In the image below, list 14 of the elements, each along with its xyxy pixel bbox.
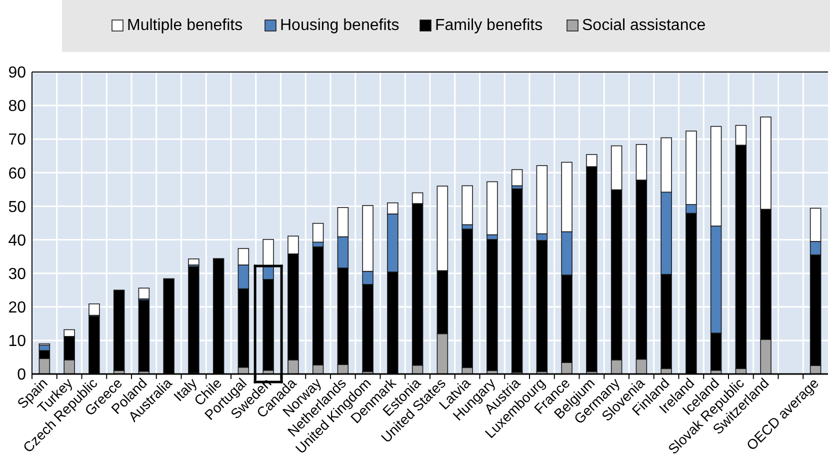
- y-tick-label: 40: [8, 232, 26, 250]
- y-tick-label: 0: [17, 366, 26, 384]
- y-tick-label: 50: [8, 198, 26, 216]
- legend-label: Housing benefits: [280, 17, 400, 34]
- y-tick-label: 60: [8, 165, 26, 182]
- y-tick-label: 20: [8, 299, 26, 316]
- y-tick-label: 30: [8, 266, 26, 283]
- y-tick-label: 90: [8, 64, 26, 82]
- y-tick-label: 10: [8, 333, 26, 350]
- y-tick-label: 80: [8, 98, 26, 116]
- legend-label: Family benefits: [435, 17, 543, 34]
- legend-label: Social assistance: [582, 17, 706, 34]
- y-tick-label: 70: [8, 132, 26, 149]
- legend-label: Multiple benefits: [127, 17, 243, 34]
